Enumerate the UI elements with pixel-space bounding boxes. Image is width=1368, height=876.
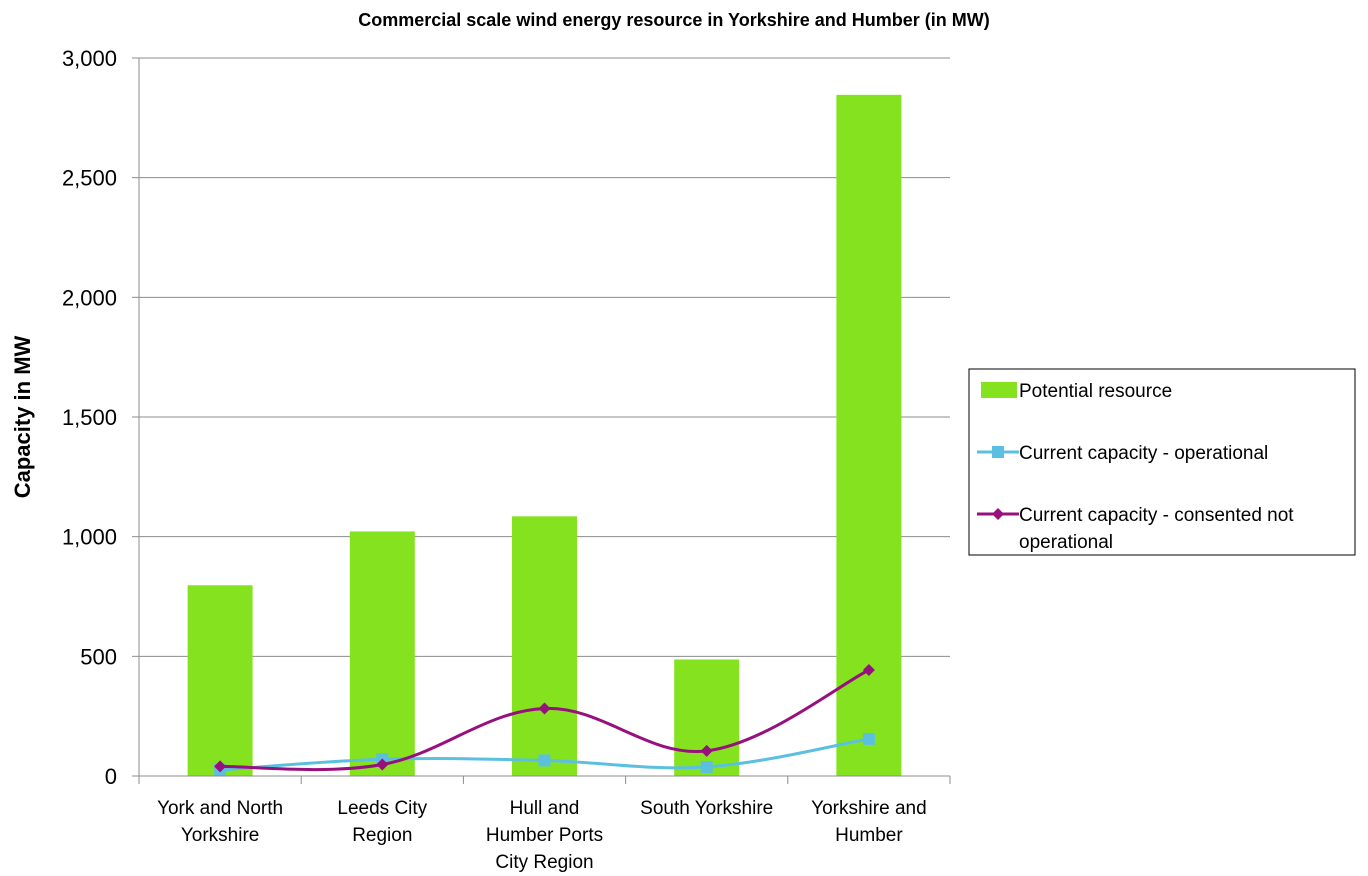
bar-potential-resource: [512, 516, 577, 776]
chart-title: Commercial scale wind energy resource in…: [358, 10, 990, 30]
grid-layer: [139, 57, 950, 657]
y-axis-label: Capacity in MW: [10, 335, 35, 498]
y-tick-label: 0: [105, 764, 117, 789]
bar-potential-resource: [836, 94, 902, 777]
point-consented-not-operational: [214, 760, 227, 773]
x-category-label: Hull and Humber Ports City Region: [486, 798, 603, 873]
lines-layer: [214, 663, 875, 777]
legend: Potential resource Current capacity - ope…: [968, 368, 1356, 556]
point-operational: [538, 754, 551, 767]
y-tick-label: 1,500: [62, 405, 117, 430]
point-operational: [862, 732, 875, 745]
point-consented-not-operational: [376, 758, 389, 771]
legend-marker-diamond: [992, 508, 1004, 520]
x-category-label-line: Humber Ports: [486, 825, 603, 846]
x-category-label-line: Humber: [835, 825, 903, 846]
x-category-label-line: Leeds City: [337, 798, 427, 819]
point-consented-not-operational: [700, 744, 713, 757]
legend-label-line: Current capacity - consented not: [1019, 505, 1294, 526]
y-tick-label: 2,000: [62, 285, 117, 310]
x-category-label-line: York and North: [157, 798, 283, 819]
bar-potential-resource: [674, 659, 740, 776]
y-tick-label: 500: [80, 644, 117, 669]
y-tick-label: 2,500: [62, 166, 117, 191]
legend-swatch-bar: [981, 382, 1017, 398]
point-operational: [700, 760, 713, 773]
bar-potential-resource: [187, 585, 253, 776]
x-category-label-line: Yorkshire: [181, 825, 260, 846]
legend-label: Current capacity - operational: [1019, 443, 1268, 464]
x-category-label-line: Hull and: [510, 798, 580, 819]
legend-marker-square: [992, 446, 1004, 458]
x-category-label: York and North Yorkshire: [157, 798, 283, 846]
point-consented-not-operational: [538, 702, 551, 715]
x-category-label: Yorkshire and Humber: [811, 798, 926, 846]
y-tick-label: 3,000: [62, 46, 117, 71]
x-category-label: South Yorkshire: [640, 798, 773, 819]
x-category-label-line: Region: [352, 825, 412, 846]
legend-label-line: operational: [1019, 532, 1113, 553]
legend-box: [968, 368, 1356, 556]
axis-layer: 0 500 1,000 1,500 2,000 2,500 3,000 York and No…: [62, 46, 951, 873]
legend-label: Current capacity - consented not operatio…: [1019, 505, 1294, 553]
x-category-label: Leeds City Region: [337, 798, 427, 846]
bars-layer: [187, 94, 902, 777]
y-tick-label: 1,000: [62, 525, 117, 550]
x-category-label-line: South Yorkshire: [640, 798, 773, 819]
bar-potential-resource: [349, 531, 415, 776]
x-category-label-line: Yorkshire and: [811, 798, 926, 819]
x-category-label-line: City Region: [495, 852, 593, 873]
legend-label-line: Potential resource: [1019, 381, 1172, 402]
point-consented-not-operational: [862, 663, 875, 676]
legend-label: Potential resource: [1019, 381, 1172, 402]
legend-label-line: Current capacity - operational: [1019, 443, 1268, 464]
